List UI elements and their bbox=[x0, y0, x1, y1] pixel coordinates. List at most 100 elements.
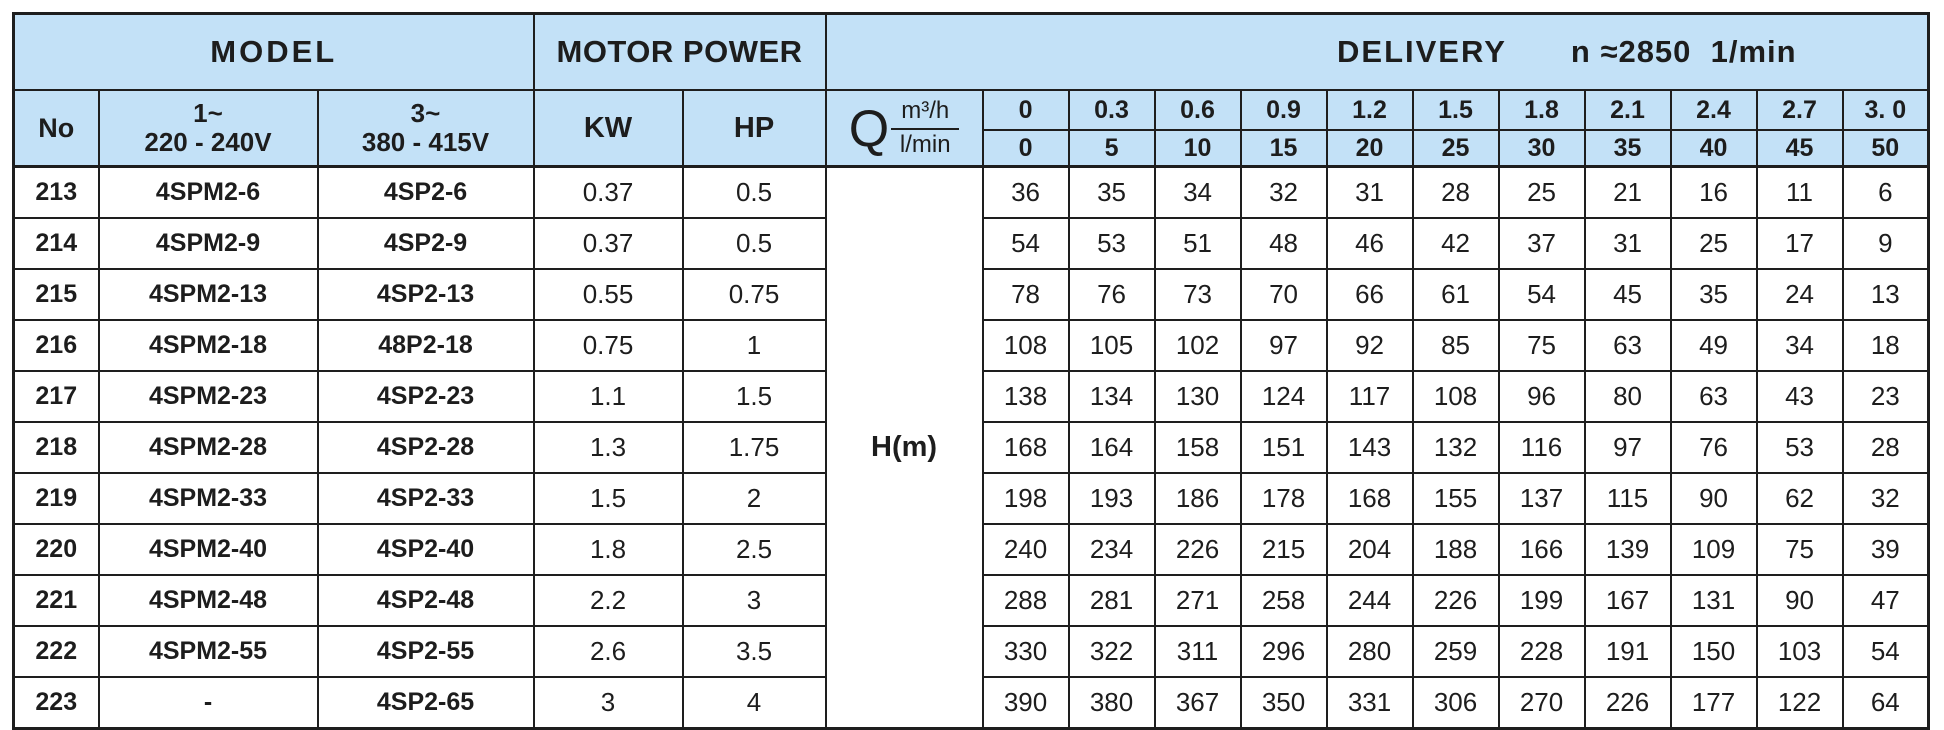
q-unit-lmin: l/min bbox=[899, 130, 951, 158]
head-value: 70 bbox=[1239, 268, 1328, 321]
model-group-header: MODEL bbox=[12, 12, 535, 91]
three-phase-voltage-range: 380 - 415V bbox=[361, 127, 490, 157]
head-value: 306 bbox=[1411, 676, 1500, 730]
head-value: 191 bbox=[1583, 625, 1672, 678]
head-value: 177 bbox=[1669, 676, 1758, 730]
model-single-phase: 4SPM2-55 bbox=[97, 625, 319, 678]
head-value: 63 bbox=[1669, 370, 1758, 423]
head-value: 330 bbox=[981, 625, 1070, 678]
head-value: 116 bbox=[1497, 421, 1586, 474]
head-value: 47 bbox=[1841, 574, 1930, 627]
head-value: 85 bbox=[1411, 319, 1500, 372]
head-value: 117 bbox=[1325, 370, 1414, 423]
table-body: 213 4SPM2-6 4SP2-6 0.37 0.5 H(m) 36 35 34 32 31 28 2… bbox=[12, 165, 1930, 730]
flow-lmin-header-cell: 35 bbox=[1583, 129, 1672, 168]
head-value: 198 bbox=[981, 472, 1070, 525]
q-fraction: Q m³/h l/min bbox=[828, 97, 981, 158]
head-value: 226 bbox=[1411, 574, 1500, 627]
head-value: 244 bbox=[1325, 574, 1414, 627]
head-value: 296 bbox=[1239, 625, 1328, 678]
head-value: 271 bbox=[1153, 574, 1242, 627]
head-value: 270 bbox=[1497, 676, 1586, 730]
pump-row-220: 220 4SPM2-40 4SP2-40 1.8 2.5 240 234 226 215 204 1… bbox=[12, 523, 1930, 576]
pump-row-216: 216 4SPM2-18 48P2-18 0.75 1 108 105 102 97 92 85 75… bbox=[12, 319, 1930, 372]
head-value: 37 bbox=[1497, 217, 1586, 270]
head-value: 131 bbox=[1669, 574, 1758, 627]
flow-m3h-header-cell: 1.8 bbox=[1497, 89, 1586, 131]
head-value: 178 bbox=[1239, 472, 1328, 525]
head-value: 76 bbox=[1669, 421, 1758, 474]
row-no: 218 bbox=[12, 421, 100, 474]
head-value: 115 bbox=[1583, 472, 1672, 525]
flow-lmin-header-cell: 45 bbox=[1755, 129, 1844, 168]
head-value: 54 bbox=[981, 217, 1070, 270]
flow-lmin-header-cell: 20 bbox=[1325, 129, 1414, 168]
head-value: 13 bbox=[1841, 268, 1930, 321]
single-phase-voltage-range: 220 - 240V bbox=[144, 127, 272, 157]
head-value: 199 bbox=[1497, 574, 1586, 627]
motor-power-hp: 0.5 bbox=[681, 217, 827, 270]
head-value: 54 bbox=[1497, 268, 1586, 321]
motor-power-kw: 0.37 bbox=[532, 217, 684, 270]
head-value: 49 bbox=[1669, 319, 1758, 372]
header-row-flow-m3h: No 1~ 220 - 240V 3~ 380 - 415V KW HP Q m… bbox=[12, 89, 1930, 168]
head-value: 32 bbox=[1239, 165, 1328, 219]
model-three-phase: 4SP2-33 bbox=[316, 472, 535, 525]
model-single-phase: 4SPM2-9 bbox=[97, 217, 319, 270]
head-value: 134 bbox=[1067, 370, 1156, 423]
head-value: 32 bbox=[1841, 472, 1930, 525]
pump-row-215: 215 4SPM2-13 4SP2-13 0.55 0.75 78 76 73 70 66 61 54… bbox=[12, 268, 1930, 321]
pump-row-217: 217 4SPM2-23 4SP2-23 1.1 1.5 138 134 130 124 117 1… bbox=[12, 370, 1930, 423]
head-value: 39 bbox=[1841, 523, 1930, 576]
head-value: 48 bbox=[1239, 217, 1328, 270]
flow-m3h-header-cell: 2.7 bbox=[1755, 89, 1844, 131]
head-value: 18 bbox=[1841, 319, 1930, 372]
head-value: 367 bbox=[1153, 676, 1242, 730]
flow-lmin-header-cell: 50 bbox=[1841, 129, 1930, 168]
head-value: 31 bbox=[1583, 217, 1672, 270]
head-unit-label: H(m) bbox=[824, 165, 984, 730]
head-value: 132 bbox=[1411, 421, 1500, 474]
row-no: 213 bbox=[12, 165, 100, 219]
flow-lmin-header-cell: 30 bbox=[1497, 129, 1586, 168]
motor-power-kw: 0.75 bbox=[532, 319, 684, 372]
flow-rate-q-header: Q m³/h l/min bbox=[824, 89, 984, 168]
motor-power-kw: 1.1 bbox=[532, 370, 684, 423]
head-value: 109 bbox=[1669, 523, 1758, 576]
head-value: 9 bbox=[1841, 217, 1930, 270]
row-no: 217 bbox=[12, 370, 100, 423]
pump-row-214: 214 4SPM2-9 4SP2-9 0.37 0.5 54 53 51 48 46 42 37 31 2… bbox=[12, 217, 1930, 270]
table-header: MODEL MOTOR POWER DELIVERY n ≈2850 1/min … bbox=[12, 12, 1930, 168]
motor-power-hp: 1.75 bbox=[681, 421, 827, 474]
head-value: 28 bbox=[1841, 421, 1930, 474]
motor-power-hp: 4 bbox=[681, 676, 827, 730]
head-value: 24 bbox=[1755, 268, 1844, 321]
row-no: 214 bbox=[12, 217, 100, 270]
header-row-groups: MODEL MOTOR POWER DELIVERY n ≈2850 1/min bbox=[12, 12, 1930, 91]
head-value: 137 bbox=[1497, 472, 1586, 525]
row-no: 220 bbox=[12, 523, 100, 576]
head-value: 23 bbox=[1841, 370, 1930, 423]
model-three-phase: 48P2-18 bbox=[316, 319, 535, 372]
flow-m3h-header-cell: 1.5 bbox=[1411, 89, 1500, 131]
flow-lmin-header-cell: 15 bbox=[1239, 129, 1328, 168]
head-value: 90 bbox=[1755, 574, 1844, 627]
model-single-phase: 4SPM2-33 bbox=[97, 472, 319, 525]
head-value: 234 bbox=[1067, 523, 1156, 576]
head-value: 102 bbox=[1153, 319, 1242, 372]
head-value: 31 bbox=[1325, 165, 1414, 219]
head-value: 54 bbox=[1841, 625, 1930, 678]
model-three-phase: 4SP2-23 bbox=[316, 370, 535, 423]
rotation-speed-label: n ≈2850 1/min bbox=[1570, 34, 1797, 69]
motor-power-hp: 1.5 bbox=[681, 370, 827, 423]
head-value: 204 bbox=[1325, 523, 1414, 576]
motor-power-group-header: MOTOR POWER bbox=[532, 12, 827, 91]
head-value: 66 bbox=[1325, 268, 1414, 321]
head-value: 34 bbox=[1755, 319, 1844, 372]
head-value: 11 bbox=[1755, 165, 1844, 219]
motor-power-hp: 3.5 bbox=[681, 625, 827, 678]
head-value: 168 bbox=[1325, 472, 1414, 525]
head-value: 25 bbox=[1669, 217, 1758, 270]
pump-row-219: 219 4SPM2-33 4SP2-33 1.5 2 198 193 186 178 168 155… bbox=[12, 472, 1930, 525]
